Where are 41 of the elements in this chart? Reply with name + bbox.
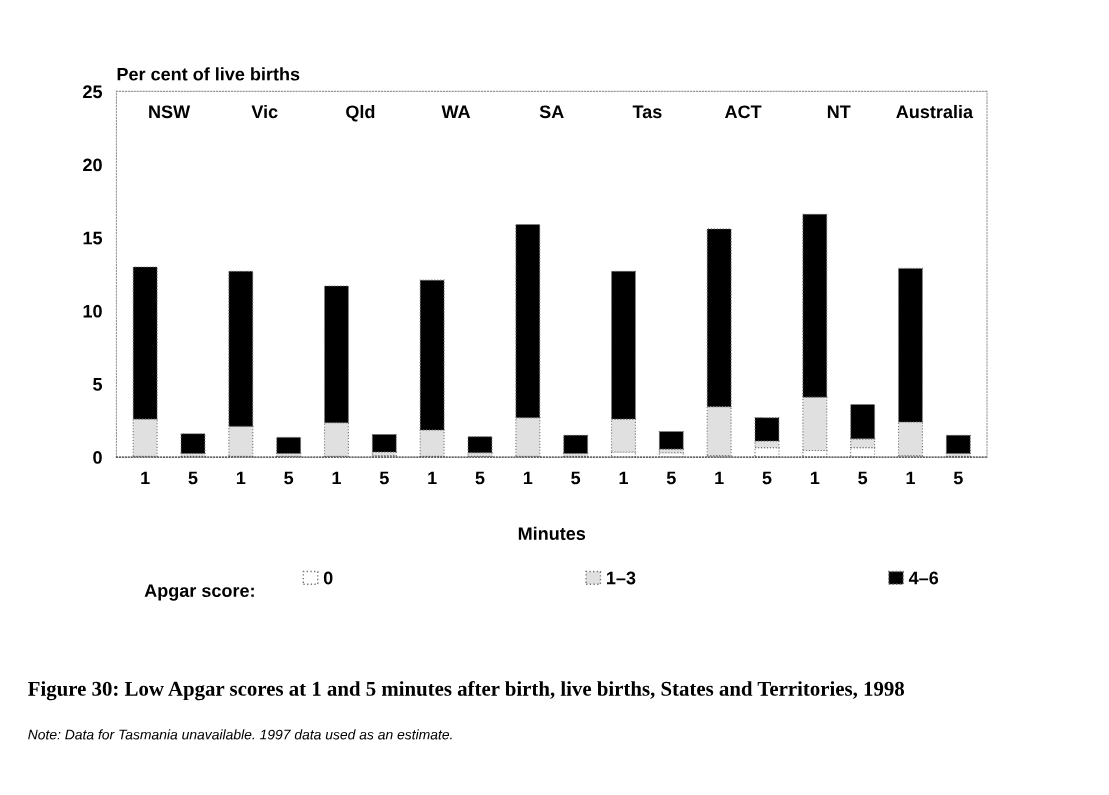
x-tick-label: 1: [236, 471, 246, 485]
x-tick-label: 5: [762, 471, 772, 485]
y-tick-label: 10: [83, 304, 102, 318]
text: Note: Data for Tasmania unavailable. 1997 data used as an estimate.: [28, 729, 452, 740]
x-tick-label: 1: [523, 471, 533, 485]
x-tick-label: 1: [332, 471, 341, 485]
annotation: WA: [441, 105, 471, 119]
x-tick-label: 5: [953, 471, 963, 485]
y-tick-label: 25: [83, 85, 103, 99]
y-axis-title: Per cent of live births: [117, 67, 300, 81]
y-tick-label: 0: [93, 451, 102, 464]
x-tick-label: 5: [188, 471, 198, 485]
legend-label: 0: [323, 571, 333, 585]
annotation: SA: [539, 105, 564, 119]
x-tick-label: 1: [428, 471, 437, 485]
annotation: NT: [827, 105, 851, 119]
text: Figure 30: Low Apgar scores at 1 and 5 minutes after birth, live births, States and Territories, 1998: [28, 680, 905, 701]
y-tick-label: 20: [83, 158, 102, 172]
annotation: NSW: [149, 105, 191, 119]
x-tick-label: 1: [906, 471, 915, 485]
annotation: ACT: [724, 105, 762, 119]
annotation: Australia: [896, 104, 974, 119]
x-tick-label: 5: [379, 471, 389, 485]
x-tick-label: 5: [571, 471, 581, 485]
x-axis-title: Minutes: [518, 526, 586, 540]
x-tick-label: 1: [715, 471, 724, 485]
y-tick-label: 5: [93, 378, 103, 391]
legend-label: 1–3: [607, 571, 636, 585]
legend-title: Apgar score:: [144, 584, 254, 601]
annotation: Qld: [346, 104, 375, 122]
x-tick-label: 1: [619, 471, 628, 485]
x-tick-label: 5: [475, 471, 485, 485]
x-tick-label: 1: [810, 471, 820, 485]
y-tick-label: 15: [83, 231, 103, 245]
annotation: Tas: [632, 105, 662, 119]
x-tick-label: 1: [141, 471, 150, 485]
legend-label: 4–6: [908, 571, 939, 585]
annotation: Vic: [251, 104, 278, 119]
x-tick-label: 5: [284, 471, 294, 485]
x-tick-label: 5: [666, 471, 676, 485]
x-tick-label: 5: [858, 471, 868, 485]
